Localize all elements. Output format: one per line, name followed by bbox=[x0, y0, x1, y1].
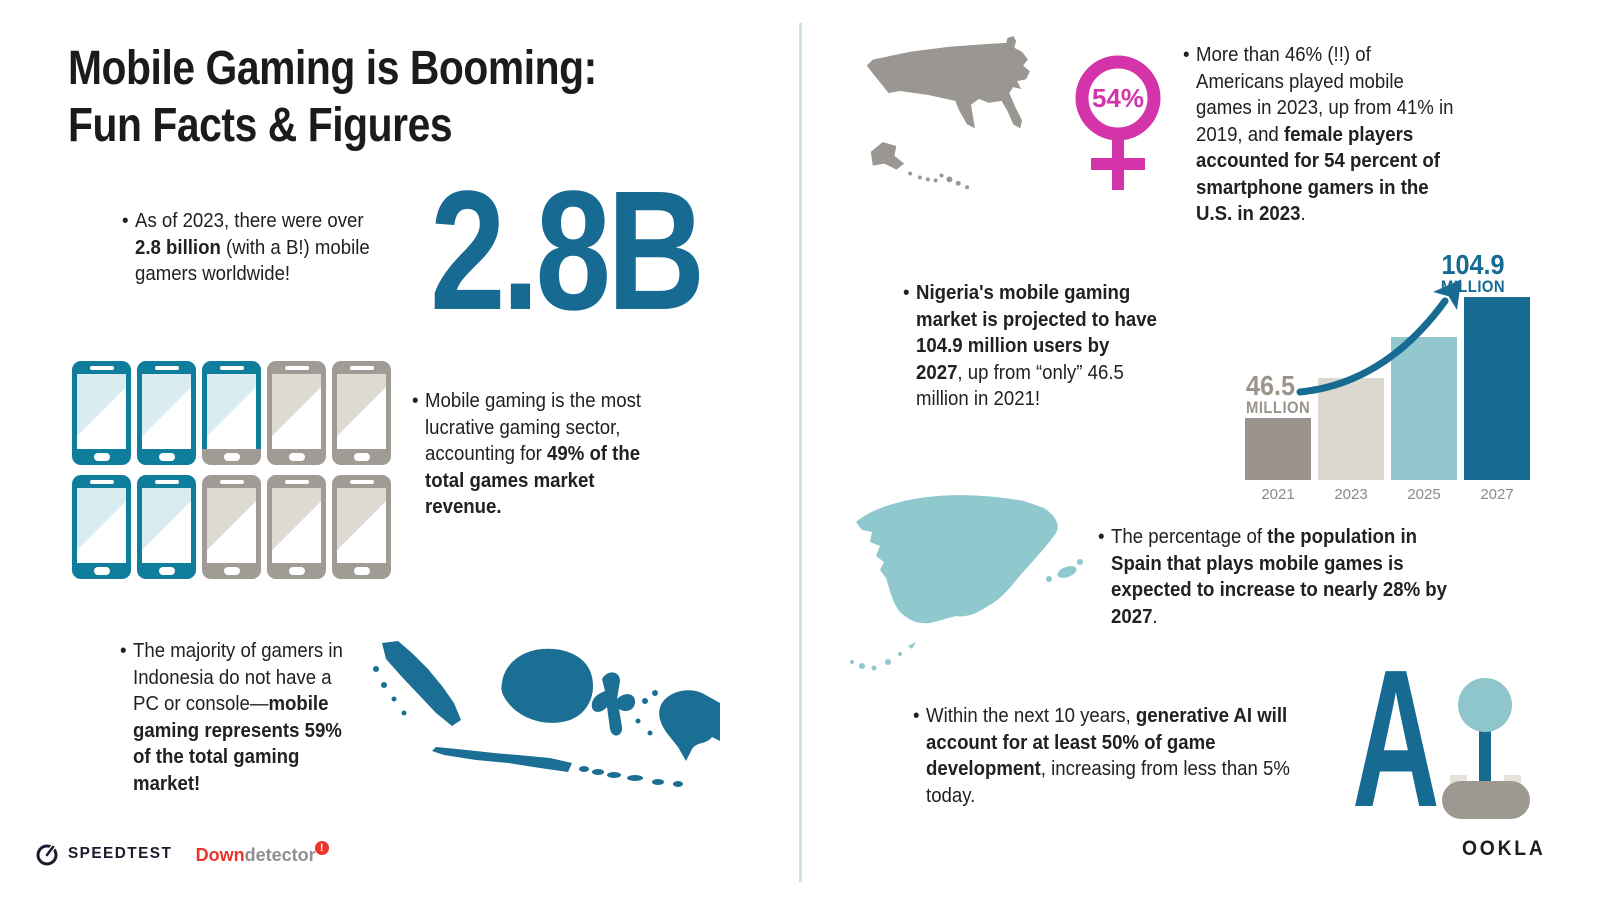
smartphone-icon bbox=[202, 475, 261, 579]
bullet-dot: • bbox=[903, 282, 910, 304]
ookla-wordmark: OOKLA bbox=[1462, 837, 1546, 860]
downdetector-word-down: Down bbox=[195, 845, 245, 865]
smartphone-icon bbox=[72, 361, 131, 465]
bullet-dot: • bbox=[122, 210, 129, 232]
female-icon-crossbar bbox=[1091, 158, 1145, 170]
spain-map bbox=[850, 495, 1083, 671]
x-tick-2021: 2021 bbox=[1261, 486, 1295, 503]
x-tick-2025: 2025 bbox=[1407, 486, 1441, 503]
indonesia-map bbox=[373, 641, 720, 787]
bar-chart-ticks: 2021 2023 2025 2027 bbox=[1245, 486, 1537, 506]
fact-indonesia: • The majority of gamers in Indonesia do… bbox=[120, 638, 360, 797]
bullet-dot: • bbox=[1098, 526, 1105, 548]
bar-label-2027-value: 104.9 bbox=[1441, 249, 1505, 280]
fact-revenue-share: • Mobile gaming is the most lucrative ga… bbox=[412, 388, 658, 521]
joystick-ball bbox=[1458, 678, 1512, 732]
fact-spain: • The percentage of the population in Sp… bbox=[1098, 524, 1455, 630]
fact-revenue-text: Mobile gaming is the most lucrative gami… bbox=[425, 390, 642, 518]
bar-2023 bbox=[1318, 378, 1384, 480]
bar-label-2021-value: 46.5 bbox=[1246, 370, 1296, 401]
big-number-2-8b: 2.8B bbox=[430, 156, 705, 346]
ai-letter-a: A bbox=[1352, 629, 1440, 848]
bar-2021 bbox=[1245, 418, 1311, 480]
smartphone-icon bbox=[267, 361, 326, 465]
fact-indonesia-text: The majority of gamers in Indonesia do n… bbox=[133, 640, 343, 795]
footer-brand-logos: SPEEDTEST Downdetector! bbox=[35, 841, 330, 866]
fact-nigeria: • Nigeria's mobile gaming market is proj… bbox=[903, 280, 1158, 413]
bar-chart-bars bbox=[1245, 297, 1537, 480]
bullet-dot: • bbox=[913, 705, 920, 727]
x-tick-2027: 2027 bbox=[1480, 486, 1514, 503]
fact-spain-text: The percentage of the population in Spai… bbox=[1111, 526, 1448, 628]
female-gender-icon: 54% bbox=[1075, 55, 1161, 190]
smartphone-icon bbox=[332, 475, 391, 579]
bullet-dot: • bbox=[412, 390, 419, 412]
phone-grid bbox=[72, 361, 402, 579]
downdetector-alert-icon: ! bbox=[314, 841, 329, 855]
fact-nigeria-text: Nigeria's mobile gaming market is projec… bbox=[916, 282, 1157, 410]
title-line-2: Fun Facts & Figures bbox=[68, 99, 453, 152]
fact-ai-text: Within the next 10 years, generative AI … bbox=[926, 705, 1290, 807]
downdetector-wordmark: Downdetector! bbox=[195, 841, 330, 866]
joystick-icon bbox=[1442, 678, 1530, 819]
fact-usa-text: More than 46% (!!) of Americans played m… bbox=[1196, 44, 1454, 225]
bar-label-2021-unit: MILLION bbox=[1246, 399, 1311, 417]
usa-map bbox=[866, 36, 1030, 190]
fact-gamers-text: As of 2023, there were over 2.8 billion … bbox=[135, 210, 370, 285]
bar-2027 bbox=[1464, 297, 1530, 480]
fact-generative-ai: • Within the next 10 years, generative A… bbox=[913, 703, 1302, 809]
female-icon-ring bbox=[1075, 55, 1161, 141]
smartphone-icon bbox=[72, 475, 131, 579]
speedtest-gauge-icon bbox=[36, 844, 58, 866]
bar-label-2021: 46.5 MILLION bbox=[1246, 371, 1310, 417]
bullet-dot: • bbox=[1183, 44, 1190, 66]
x-tick-2023: 2023 bbox=[1334, 486, 1368, 503]
speedtest-wordmark: SPEEDTEST bbox=[68, 845, 173, 862]
bar-2025 bbox=[1391, 337, 1457, 480]
female-players-badge: 54% bbox=[1092, 83, 1144, 113]
smartphone-icon bbox=[137, 361, 196, 465]
title-line-1: Mobile Gaming is Booming: bbox=[68, 42, 597, 95]
page-title: Mobile Gaming is Booming: Fun Facts & Fi… bbox=[68, 40, 597, 154]
bullet-dot: • bbox=[120, 640, 127, 662]
smartphone-icon bbox=[267, 475, 326, 579]
downdetector-word-detector: detector bbox=[244, 845, 316, 865]
fact-usa-players: • More than 46% (!!) of Americans played… bbox=[1183, 42, 1455, 228]
smartphone-icon bbox=[137, 475, 196, 579]
smartphone-icon bbox=[202, 361, 261, 465]
joystick-base bbox=[1442, 781, 1530, 819]
smartphone-icon bbox=[332, 361, 391, 465]
joystick-stem bbox=[1479, 727, 1491, 785]
fact-gamers-worldwide: • As of 2023, there were over 2.8 billio… bbox=[122, 208, 375, 288]
growth-arrow-icon bbox=[1296, 279, 1462, 396]
column-divider bbox=[799, 23, 802, 882]
